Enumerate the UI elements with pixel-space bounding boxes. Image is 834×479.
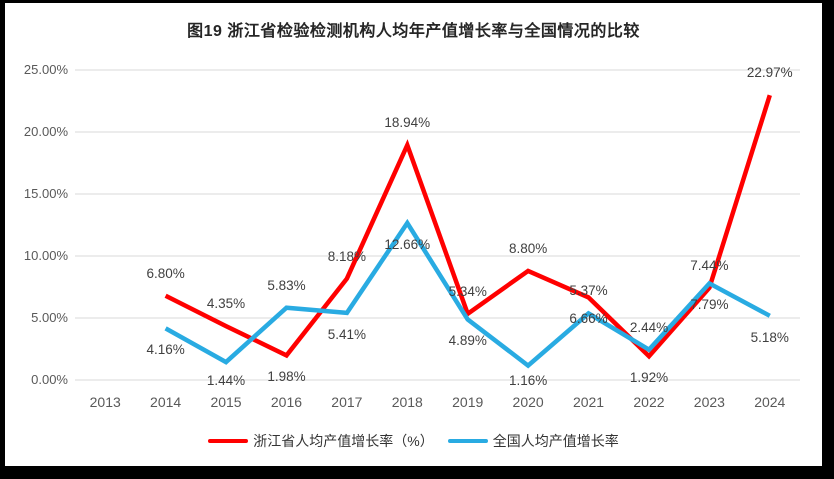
legend-label: 浙江省人均产值增长率（%） bbox=[253, 433, 434, 449]
y-axis-tick: 5.00% bbox=[31, 310, 68, 325]
data-label: 7.79% bbox=[690, 297, 729, 313]
legend-label: 全国人均产值增长率 bbox=[492, 433, 619, 449]
data-label: 6.66% bbox=[569, 311, 608, 327]
data-label: 6.80% bbox=[146, 265, 185, 281]
data-label: 5.34% bbox=[448, 283, 487, 299]
data-label: 5.18% bbox=[750, 329, 789, 345]
x-axis-tick: 2023 bbox=[693, 394, 725, 410]
x-axis-tick: 2024 bbox=[754, 394, 786, 410]
chart-legend: 浙江省人均产值增长率（%） 全国人均产值增长率 bbox=[5, 431, 822, 451]
data-label: 8.80% bbox=[508, 240, 548, 256]
legend-item: 全国人均产值增长率 bbox=[447, 431, 619, 451]
x-axis-tick: 2015 bbox=[210, 394, 242, 410]
chart-background: 图19 浙江省检验检测机构人均年产值增长率与全国情况的比较 0.00% 5.00%… bbox=[5, 3, 822, 466]
x-axis-tick: 2014 bbox=[150, 394, 182, 410]
data-label: 5.41% bbox=[327, 326, 367, 342]
data-label: 1.92% bbox=[629, 370, 669, 386]
data-label: 22.97% bbox=[746, 65, 793, 81]
legend-line-swatch bbox=[208, 439, 249, 443]
x-axis-tick: 2018 bbox=[391, 394, 423, 410]
y-axis-tick: 20.00% bbox=[23, 124, 68, 139]
data-label: 8.18% bbox=[327, 248, 367, 264]
series-line bbox=[164, 218, 771, 369]
data-label: 18.94% bbox=[384, 115, 431, 131]
data-label: 4.16% bbox=[146, 342, 185, 358]
series-line bbox=[164, 94, 772, 360]
data-label: 7.44% bbox=[690, 257, 729, 273]
data-label: 1.16% bbox=[508, 373, 548, 388]
x-axis-tick: 2021 bbox=[572, 394, 605, 410]
data-label: 1.98% bbox=[267, 369, 306, 385]
data-label: 12.66% bbox=[384, 237, 431, 253]
data-label: 4.89% bbox=[448, 333, 487, 349]
x-axis-tick: 2013 bbox=[89, 394, 121, 410]
data-label: 1.44% bbox=[206, 373, 246, 388]
data-label: 4.35% bbox=[206, 296, 246, 312]
data-label: 5.37% bbox=[569, 283, 608, 299]
chart-title: 图19 浙江省检验检测机构人均年产值增长率与全国情况的比较 bbox=[187, 23, 640, 40]
data-label: 2.44% bbox=[629, 319, 669, 335]
legend-line-swatch bbox=[447, 439, 488, 443]
x-axis-tick: 2022 bbox=[633, 394, 665, 410]
x-axis-tick: 2020 bbox=[512, 394, 544, 410]
data-label: 5.83% bbox=[267, 277, 306, 293]
x-axis-tick: 2016 bbox=[270, 394, 303, 410]
x-axis-tick: 2017 bbox=[331, 394, 363, 410]
y-axis-tick: 15.00% bbox=[23, 186, 68, 201]
legend-item: 浙江省人均产值增长率（%） bbox=[208, 431, 434, 451]
y-axis-tick: 10.00% bbox=[23, 248, 68, 263]
y-axis-tick: 25.00% bbox=[23, 62, 68, 77]
y-axis-tick: 0.00% bbox=[31, 372, 68, 387]
chart-canvas bbox=[75, 69, 800, 381]
x-axis-tick: 2019 bbox=[452, 394, 484, 410]
